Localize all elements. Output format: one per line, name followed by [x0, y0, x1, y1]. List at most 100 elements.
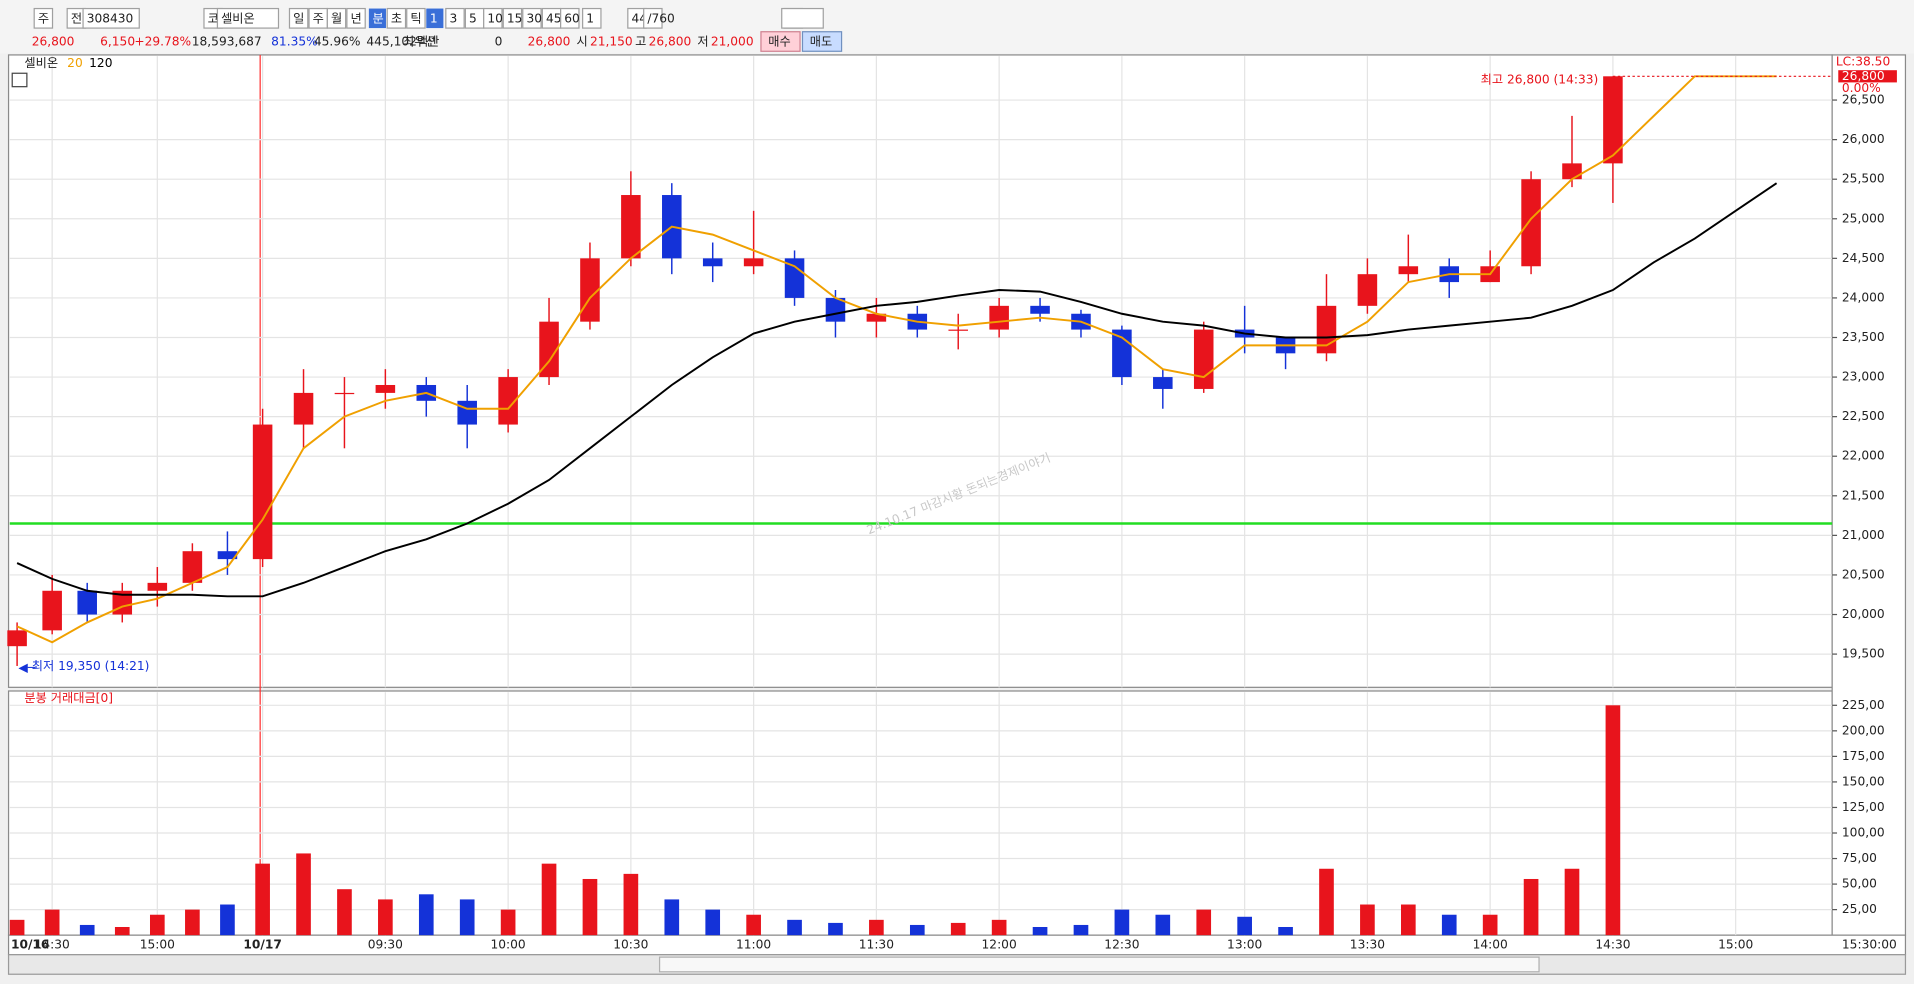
- toolbar-label[interactable]: 1: [430, 11, 438, 25]
- toolbar-button[interactable]: [326, 7, 347, 29]
- volume-bar: [1400, 904, 1416, 936]
- candle-body: [293, 392, 314, 425]
- toolbar-button[interactable]: [33, 7, 54, 29]
- toolbar-label[interactable]: 5: [469, 11, 477, 25]
- change-label: 0.00%: [1842, 81, 1881, 95]
- volume-bar: [1605, 705, 1621, 936]
- toolbar-label[interactable]: 월: [331, 11, 342, 25]
- toolbar-button[interactable]: [386, 7, 407, 29]
- last-price-box: [1838, 70, 1897, 83]
- toolbar-label[interactable]: /760: [647, 11, 674, 25]
- volume-bar: [114, 926, 130, 936]
- toolbar-button[interactable]: [502, 7, 523, 29]
- price-panel: [7, 54, 1833, 688]
- candle-body: [743, 258, 764, 267]
- quote-field: 21,150: [590, 35, 633, 49]
- toolbar-button[interactable]: [82, 7, 140, 29]
- volume-bar: [44, 909, 60, 936]
- buy-button[interactable]: [760, 31, 801, 52]
- y-tick-label: 50,00: [1842, 877, 1877, 891]
- toolbar-label[interactable]: 틱: [410, 11, 421, 25]
- candle-body: [252, 424, 273, 560]
- toolbar-label[interactable]: 45: [546, 11, 562, 25]
- volume-bar: [1441, 914, 1457, 936]
- volume-bar: [991, 919, 1007, 936]
- quote-field: 18,593,687: [192, 35, 262, 49]
- date-box[interactable]: [781, 7, 824, 29]
- toolbar-label[interactable]: 60: [564, 11, 580, 25]
- toolbar-button[interactable]: [643, 7, 663, 29]
- quote-field: 26,800: [528, 35, 571, 49]
- toolbar-label[interactable]: 셀비온: [221, 11, 255, 25]
- toolbar-button[interactable]: [582, 7, 602, 29]
- toolbar-label[interactable]: 주: [313, 11, 324, 25]
- volume-bar: [1114, 909, 1130, 936]
- volume-bar: [149, 914, 165, 936]
- scroll-thumb[interactable]: [658, 956, 1540, 973]
- candle-body: [1398, 266, 1419, 275]
- candle-body: [866, 313, 887, 322]
- low-arrow: ◀─: [18, 660, 35, 674]
- volume-bar: [1278, 926, 1293, 936]
- volume-title: 분봉 거래대금[0]: [24, 691, 113, 705]
- toolbar-button[interactable]: [406, 7, 426, 29]
- toolbar-button[interactable]: [522, 7, 542, 29]
- toolbar-label[interactable]: 308430: [87, 11, 134, 25]
- toolbar-button[interactable]: [445, 7, 465, 29]
- quote-field[interactable]: 매수: [768, 35, 790, 49]
- toolbar-button[interactable]: [483, 7, 503, 29]
- toolbar-button[interactable]: [216, 7, 280, 29]
- x-tick-label: 12:00: [982, 937, 1017, 951]
- quote-field: 최우선: [403, 35, 437, 49]
- toolbar-label[interactable]: 주: [38, 11, 49, 25]
- volume-bar: [1564, 868, 1580, 936]
- toolbar-label[interactable]: 초: [391, 11, 402, 25]
- toolbar-label[interactable]: 30: [526, 11, 542, 25]
- panel-icon[interactable]: [11, 72, 28, 88]
- toolbar-label[interactable]: 일: [293, 11, 304, 25]
- x-tick-label: 14:30: [35, 937, 70, 951]
- quote-field: 445,102백만: [366, 35, 439, 49]
- candle-body: [784, 258, 805, 298]
- lc-label: LC:38.50: [1836, 55, 1890, 69]
- quote-field: 21,000: [711, 35, 754, 49]
- toolbar-label[interactable]: 분: [373, 11, 384, 25]
- x-tick-label: 14:30: [1595, 937, 1630, 951]
- toolbar-button-active[interactable]: [368, 8, 386, 29]
- last-price-label: 26,800: [1842, 69, 1885, 83]
- high-annotation: 최고 26,800 (14:33): [1481, 72, 1599, 86]
- moving-average: [16, 75, 1777, 644]
- candle-body: [825, 297, 846, 322]
- toolbar-label[interactable]: 전: [71, 11, 82, 25]
- volume-bar: [869, 919, 884, 936]
- volume-bar: [1032, 926, 1048, 936]
- x-tick-label: 10:30: [613, 937, 648, 951]
- x-tick-label: 10/16: [11, 937, 49, 951]
- toolbar-label[interactable]: 3: [449, 11, 457, 25]
- toolbar-label[interactable]: 코: [208, 11, 219, 25]
- y-tick-label: 24,000: [1842, 290, 1885, 304]
- quote-field[interactable]: 매도: [810, 35, 832, 49]
- toolbar-button[interactable]: [288, 7, 309, 29]
- toolbar-label[interactable]: 10: [487, 11, 503, 25]
- x-tick-label: 12:30: [1104, 937, 1139, 951]
- candle-body: [498, 377, 518, 425]
- toolbar-label[interactable]: 년: [351, 11, 362, 25]
- candle-body: [621, 195, 641, 259]
- quote-field: 시: [577, 35, 588, 49]
- legend-ma: 20: [67, 56, 83, 70]
- toolbar-label[interactable]: 15: [507, 11, 523, 25]
- legend-series: 셀비온: [24, 56, 58, 70]
- sell-button[interactable]: [801, 31, 843, 52]
- candle-body: [1357, 274, 1378, 306]
- candle-body: [457, 400, 477, 425]
- toolbar-button[interactable]: [346, 7, 366, 29]
- volume-bar: [1073, 924, 1089, 936]
- toolbar-button[interactable]: [560, 7, 580, 29]
- volume-bar: [787, 919, 802, 936]
- toolbar-label[interactable]: 1: [586, 11, 594, 25]
- quote-field: 45.96%: [314, 35, 361, 49]
- candle-body: [147, 582, 168, 591]
- toolbar-button-active[interactable]: [426, 8, 444, 29]
